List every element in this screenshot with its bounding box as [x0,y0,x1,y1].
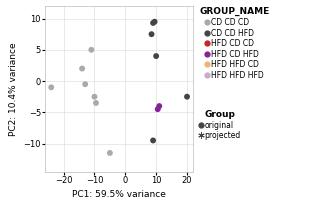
Point [150,148,156,152]
Point [86,104,91,108]
Y-axis label: PC2: 10.4% variance: PC2: 10.4% variance [9,42,18,136]
Point [144,123,149,126]
Legend: original, projected: original, projected [198,109,242,141]
Point [160,114,165,117]
Point [95,76,100,80]
Point [157,161,162,164]
Point [147,70,153,73]
Point [135,39,140,42]
Point [138,55,143,58]
Point [166,114,171,117]
Point [155,108,160,111]
Point [163,64,168,67]
Point [132,51,137,55]
Point [138,67,143,70]
Point [93,101,99,105]
X-axis label: PC1: 59.5% variance: PC1: 59.5% variance [72,190,166,199]
Point [150,21,156,25]
Point [49,86,54,89]
Point [154,155,159,158]
Point [123,101,128,105]
Point [150,139,156,142]
Point [163,111,168,114]
Point [149,33,154,36]
Point [154,55,159,58]
Point [89,48,94,52]
Point [123,108,128,111]
Point [154,148,159,152]
Point [107,58,112,61]
Point [107,151,112,155]
Point [98,79,103,83]
Point [92,95,97,98]
Point [185,95,190,98]
Point [157,111,162,114]
Point [83,83,88,86]
Point [152,20,157,23]
Point [141,70,147,73]
Point [80,67,85,70]
Point [154,64,159,67]
Point [157,158,162,161]
Point [157,104,162,108]
